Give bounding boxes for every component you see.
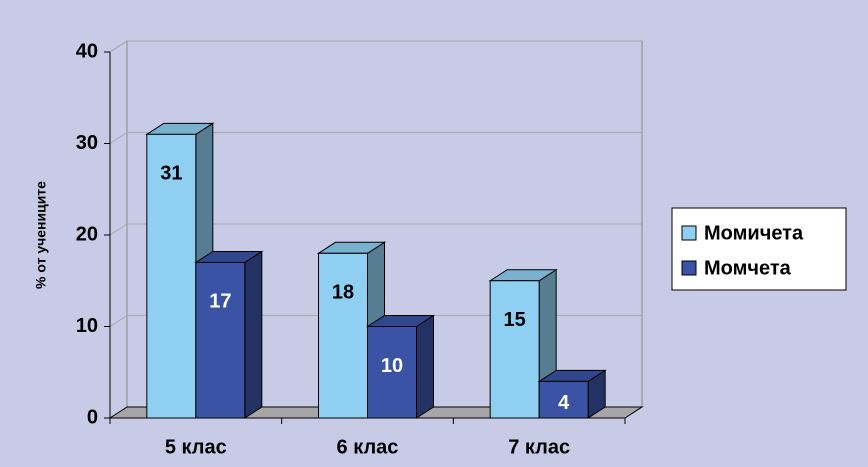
x-tick-label: 6 клас	[337, 436, 399, 458]
value-label: 18	[332, 282, 354, 304]
value-label: 17	[209, 291, 231, 313]
value-label: 4	[558, 392, 570, 414]
y-tick-label: 10	[76, 315, 98, 337]
grid-line-side	[109, 223, 128, 236]
x-tick-label: 7 клас	[508, 436, 570, 458]
y-tick-label: 30	[76, 132, 98, 154]
grid-line-side	[109, 132, 128, 144]
bar	[489, 280, 540, 419]
value-label: 31	[160, 163, 182, 185]
bar	[146, 133, 197, 419]
y-tick-label: 40	[76, 40, 98, 62]
y-tick-label: 0	[87, 406, 98, 428]
value-label: 10	[381, 355, 403, 377]
bar	[195, 261, 246, 419]
value-label: 15	[504, 309, 526, 331]
legend-swatch	[681, 260, 697, 276]
bar	[538, 380, 589, 419]
legend-swatch	[681, 225, 697, 241]
bar	[367, 326, 417, 419]
bar	[318, 252, 368, 419]
legend-label: Момчета	[704, 257, 792, 279]
bar-side	[244, 250, 263, 419]
legend-label: Момичета	[704, 222, 804, 244]
x-tick-label: 5 клас	[165, 436, 227, 458]
legend-box	[671, 207, 847, 291]
grid-line-side	[109, 40, 128, 53]
y-axis-title: % от учениците	[33, 181, 49, 289]
grid-line-side	[109, 315, 128, 327]
y-tick-label: 20	[76, 223, 98, 245]
bar-side	[416, 314, 434, 419]
